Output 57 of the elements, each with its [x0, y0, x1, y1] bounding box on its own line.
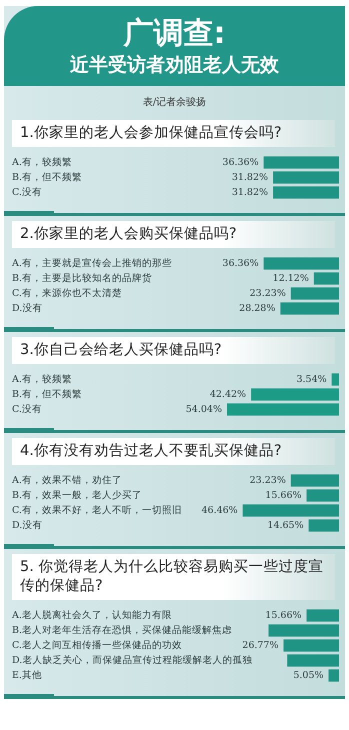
chart-title: 3.你自己会给老人买保健品吗? — [12, 337, 335, 364]
text: 表/记者余骏扬 — [142, 96, 208, 110]
data-label: 31.82% — [232, 186, 268, 198]
y-tick-label: B.有，但不频繁 — [12, 388, 82, 400]
y-tick-label: A.有，效果不错，劝住了 — [11, 474, 122, 486]
y-tick-label: A.有，较频繁 — [11, 156, 72, 168]
y-tick-label: D.没有 — [12, 302, 42, 314]
y-tick-label: A.有，较频繁 — [11, 372, 72, 385]
data-label: 36.36% — [222, 156, 259, 168]
data-label: 3.54% — [296, 374, 327, 385]
data-label: 5.05% — [293, 670, 324, 681]
bar — [328, 669, 339, 682]
y-tick-label: C.有，来源你也不太清楚 — [12, 286, 122, 299]
bar — [280, 302, 339, 315]
data-label: 36.36% — [222, 258, 259, 269]
y-tick-label: B.有，但不频繁 — [12, 170, 82, 183]
bar — [306, 489, 339, 502]
y-tick-label: D.没有 — [12, 518, 42, 531]
y-tick-label: B.老人对老年生活存在恐惧，买保健品能缓解焦虑 — [12, 624, 232, 636]
data-label: 23.23% — [250, 474, 286, 486]
y-tick-label: E.其他 — [12, 668, 42, 681]
y-tick-label: A.有，主要就是宣传会上推销的那些 — [11, 256, 172, 269]
y-tick-label: B.有，主要是比较知名的品牌货 — [12, 272, 152, 284]
data-label: 28.28% — [239, 302, 276, 314]
y-tick-label: A.老人脱离社会久了，认知能力有限 — [11, 608, 172, 621]
data-label: 15.66% — [265, 490, 302, 501]
data-label: 31.82% — [232, 172, 268, 183]
data-label: 12.12% — [272, 272, 309, 284]
bar — [268, 624, 339, 637]
bar — [306, 609, 339, 622]
bar — [308, 519, 339, 532]
y-tick-label: C.有，效果不好，老人不听，一切照旧 — [12, 504, 182, 516]
chart-title: 5. 你觉得老人为什么比较容易购买一些过度宣传的保健品? — [12, 554, 335, 600]
y-tick-label: C.没有 — [12, 186, 42, 198]
y-tick-label: D.老人缺乏关心，而保健品宣传过程能缓解老人的孤独 — [12, 654, 252, 666]
text: 2.你家里的老人会购买保健品吗? — [12, 221, 335, 248]
text: 近半受访者劝阻老人无效 — [69, 53, 280, 78]
data-label: 15.66% — [265, 610, 302, 621]
y-tick-label: C.老人之间互相传播一些保健品的功效 — [12, 638, 182, 651]
y-tick-label: C.没有 — [12, 402, 42, 415]
bar — [264, 257, 339, 270]
bar — [287, 654, 339, 667]
data-label: 26.77% — [242, 640, 279, 651]
bar — [290, 287, 339, 300]
bar — [242, 504, 339, 517]
data-label: 54.04% — [186, 404, 222, 415]
bar — [314, 272, 339, 285]
bar — [284, 639, 339, 652]
data-label: 23.23% — [250, 288, 286, 299]
y-tick-label: B.有，效果一般，老人少买了 — [12, 488, 142, 501]
chart-title: 4.你有没有劝告过老人不要乱买保健品? — [12, 438, 335, 465]
data-label: 42.42% — [210, 388, 246, 400]
text: 广调查: — [122, 16, 226, 52]
data-label: 46.46% — [201, 504, 238, 516]
data-label: 14.65% — [267, 520, 304, 531]
chart-title: 1.你家里的老人会参加保健品宣传会吗? — [12, 120, 335, 147]
bar — [290, 474, 339, 487]
